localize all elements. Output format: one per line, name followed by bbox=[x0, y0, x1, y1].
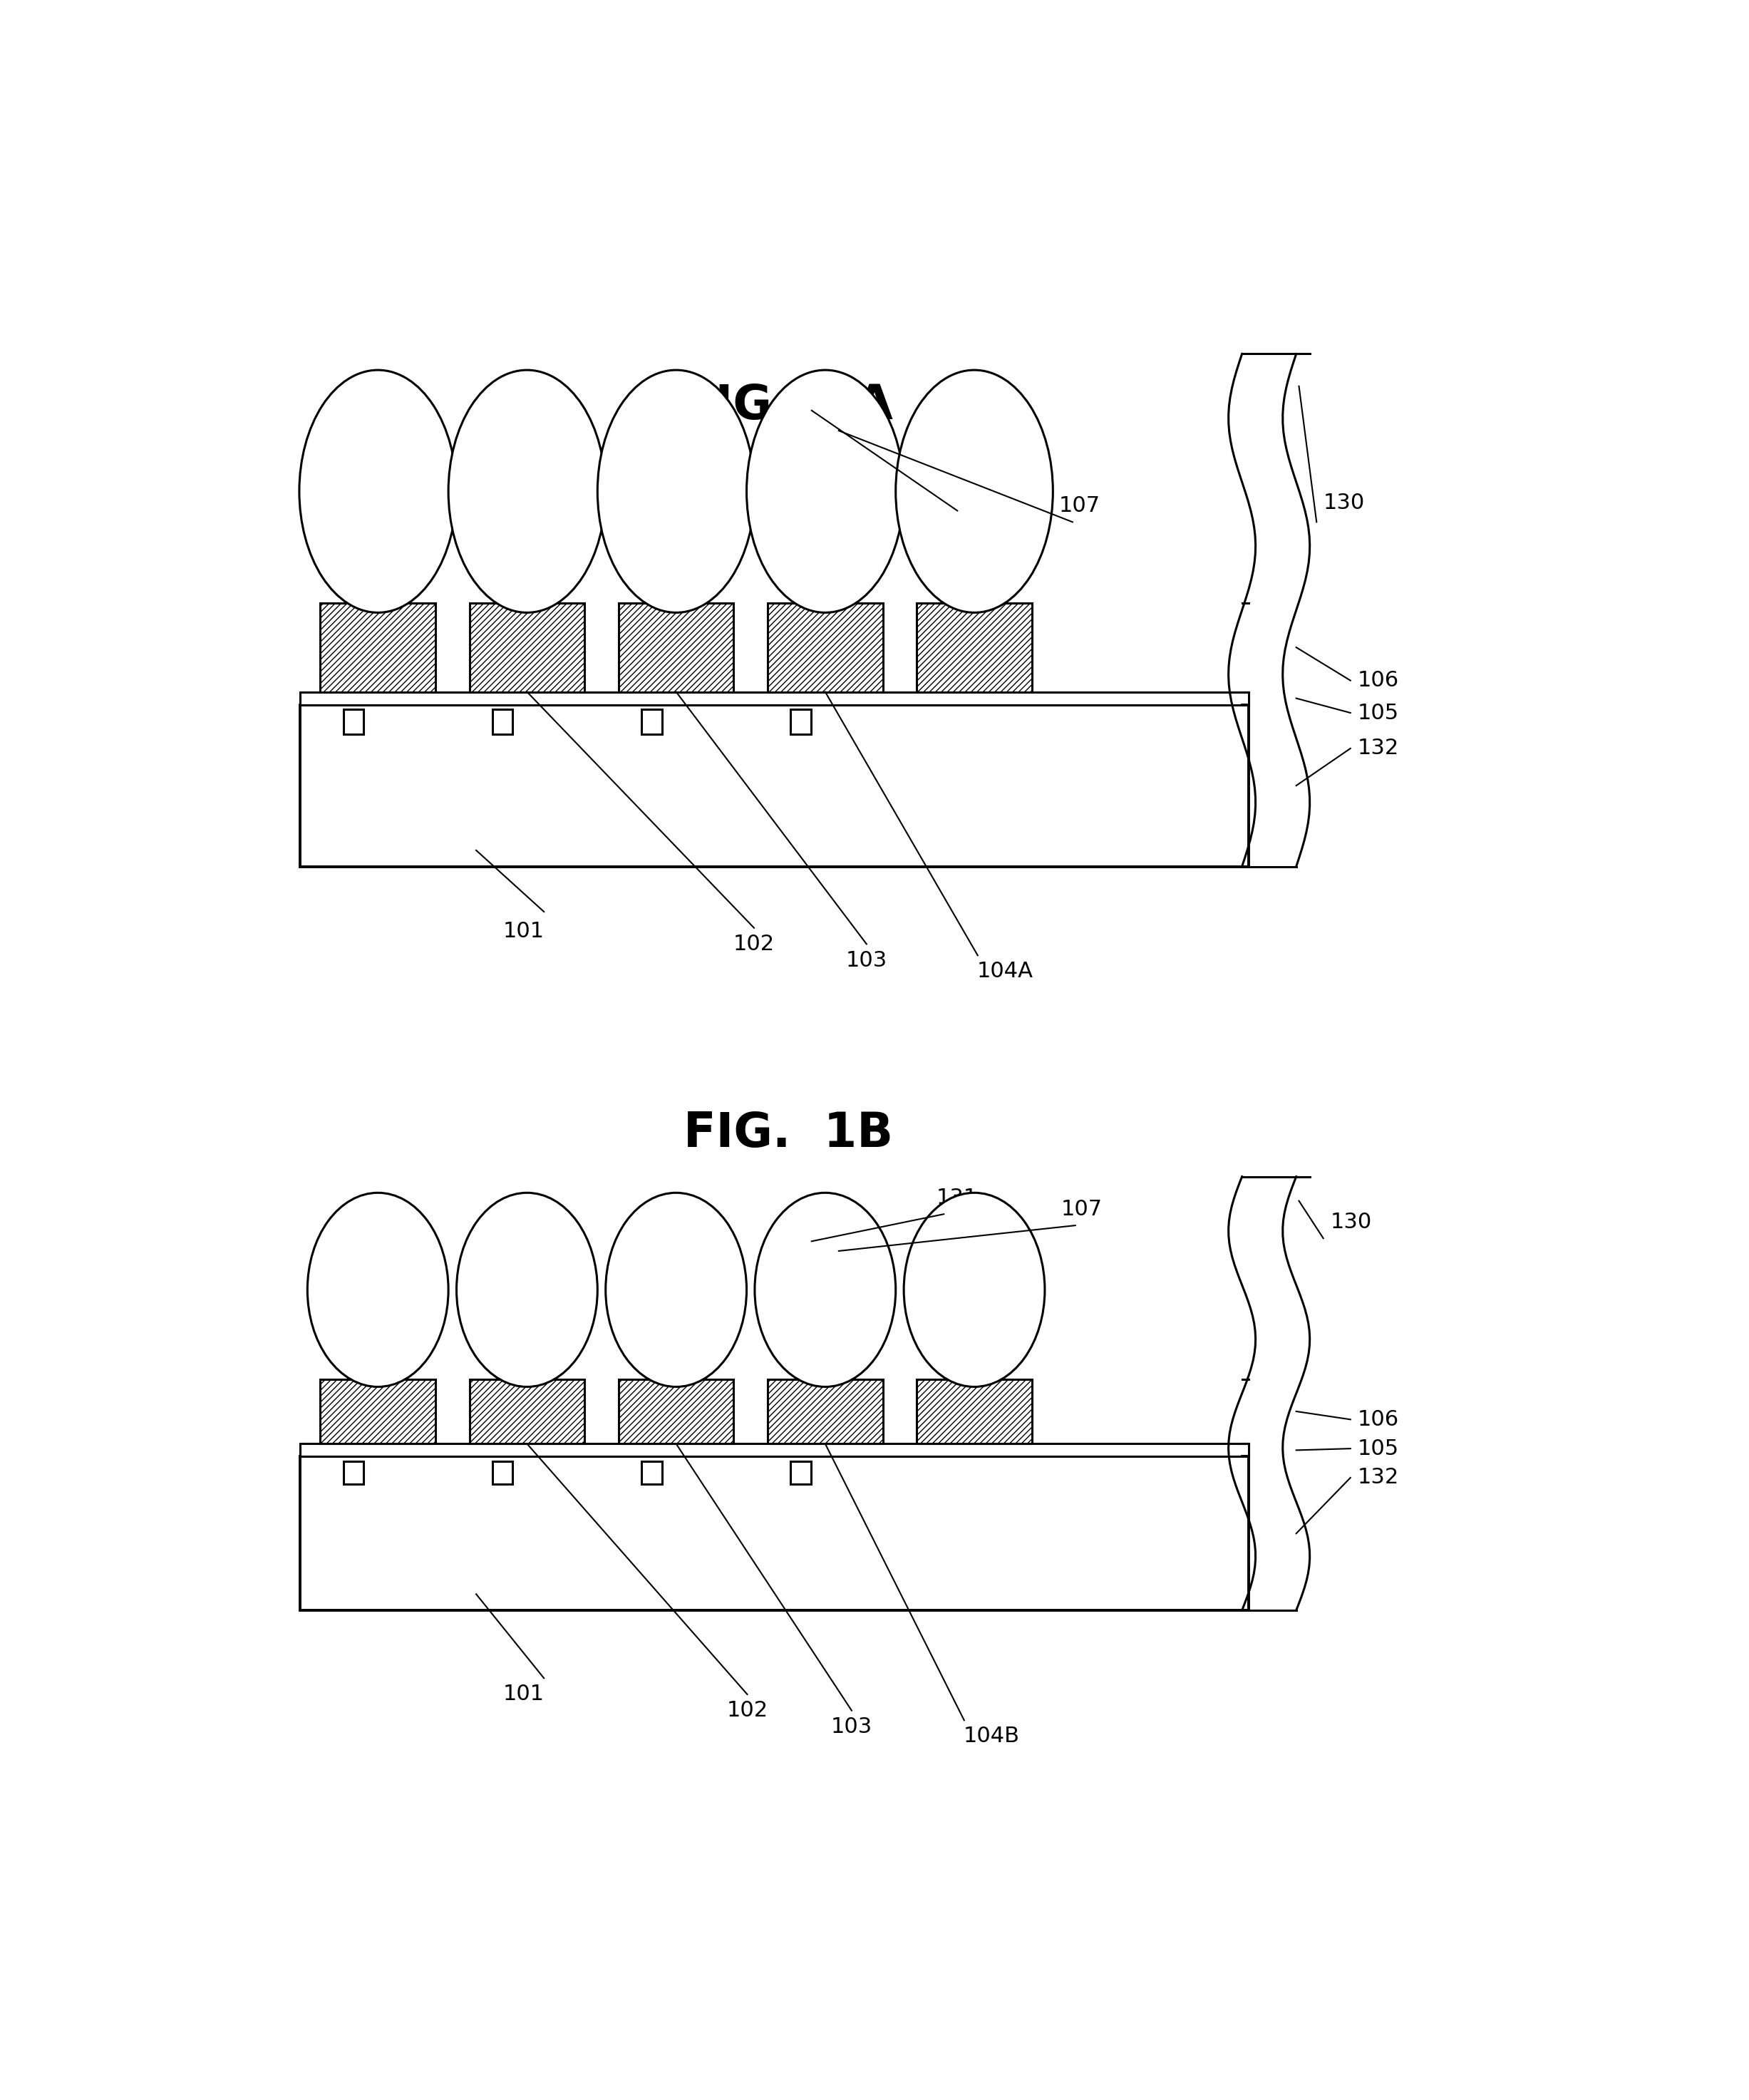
Ellipse shape bbox=[895, 370, 1053, 613]
Bar bbox=[916, 1380, 1032, 1443]
Bar bbox=[791, 1462, 812, 1485]
Ellipse shape bbox=[605, 1193, 747, 1386]
Bar bbox=[791, 710, 812, 733]
Bar bbox=[493, 1462, 512, 1485]
Bar bbox=[642, 1462, 661, 1485]
Text: 105: 105 bbox=[1357, 1439, 1399, 1460]
Text: 131: 131 bbox=[937, 485, 978, 504]
Text: FIG.  1A: FIG. 1A bbox=[682, 382, 894, 428]
Bar bbox=[768, 1380, 883, 1443]
Bar bbox=[642, 710, 661, 733]
Bar bbox=[469, 603, 584, 691]
Ellipse shape bbox=[448, 370, 605, 613]
Text: 132: 132 bbox=[1357, 1468, 1399, 1489]
Text: 103: 103 bbox=[831, 1716, 873, 1737]
Ellipse shape bbox=[456, 1193, 598, 1386]
Ellipse shape bbox=[299, 370, 456, 613]
Bar bbox=[343, 710, 364, 733]
Text: 105: 105 bbox=[1357, 704, 1399, 722]
Bar bbox=[343, 1462, 364, 1485]
Bar bbox=[320, 1380, 436, 1443]
Bar bbox=[619, 603, 735, 691]
Bar bbox=[301, 691, 1249, 706]
Text: 131: 131 bbox=[937, 1189, 978, 1208]
Text: 106: 106 bbox=[1357, 670, 1399, 691]
Bar bbox=[619, 1380, 735, 1443]
Ellipse shape bbox=[308, 1193, 448, 1386]
Ellipse shape bbox=[598, 370, 756, 613]
Text: 132: 132 bbox=[1357, 737, 1399, 758]
Bar bbox=[916, 603, 1032, 691]
Bar bbox=[469, 1380, 584, 1443]
Bar bbox=[768, 603, 883, 691]
Ellipse shape bbox=[904, 1193, 1044, 1386]
Text: 130: 130 bbox=[1329, 1212, 1371, 1233]
Ellipse shape bbox=[747, 370, 904, 613]
Bar bbox=[301, 706, 1249, 867]
Text: 104A: 104A bbox=[976, 962, 1034, 983]
Bar bbox=[320, 603, 436, 691]
Text: 103: 103 bbox=[847, 949, 887, 970]
Text: FIG.  1B: FIG. 1B bbox=[684, 1109, 892, 1157]
Text: 101: 101 bbox=[504, 1684, 544, 1705]
Text: 104B: 104B bbox=[964, 1726, 1020, 1747]
Text: 130: 130 bbox=[1324, 491, 1364, 512]
Text: 101: 101 bbox=[504, 920, 544, 941]
Text: 102: 102 bbox=[733, 934, 775, 953]
Text: 102: 102 bbox=[726, 1701, 768, 1720]
Ellipse shape bbox=[756, 1193, 895, 1386]
Bar bbox=[493, 710, 512, 733]
Bar bbox=[301, 1457, 1249, 1611]
Bar bbox=[301, 1443, 1249, 1457]
Text: 107: 107 bbox=[1058, 496, 1100, 517]
Text: 107: 107 bbox=[1062, 1199, 1104, 1220]
Text: 106: 106 bbox=[1357, 1409, 1399, 1430]
